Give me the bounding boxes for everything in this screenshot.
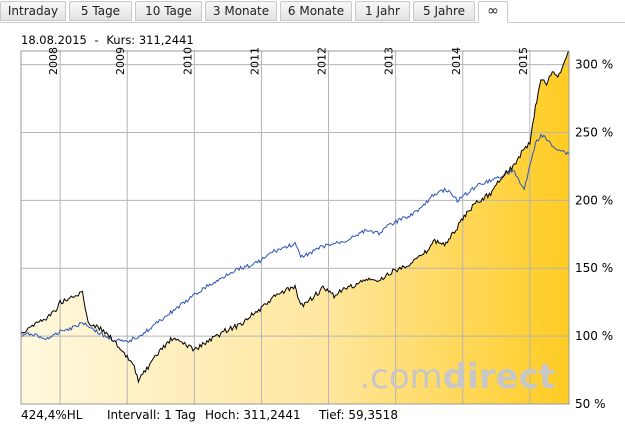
x-tick-label: 2015 xyxy=(517,47,530,75)
info-date: 18.08.2015 xyxy=(21,33,87,47)
watermark-com: com xyxy=(370,357,443,397)
tab-5-jahre[interactable]: 5 Jahre xyxy=(413,1,475,21)
watermark-direct: direct xyxy=(443,357,555,397)
tab-10-tage[interactable]: 10 Tage xyxy=(135,1,202,21)
tab-intraday[interactable]: Intraday xyxy=(0,1,66,21)
price-info: 18.08.2015 - Kurs: 311,2441 xyxy=(21,33,198,47)
x-tick-label: 2011 xyxy=(248,47,261,75)
y-tick-label: 250 % xyxy=(575,125,613,139)
tab-5-tage[interactable]: 5 Tage xyxy=(69,1,132,21)
x-tick-label: 2014 xyxy=(450,47,463,75)
tab-max[interactable]: ∞ xyxy=(478,1,508,23)
x-tick-label: 2008 xyxy=(47,47,60,75)
y-tick-label: 200 % xyxy=(575,193,613,207)
x-tick-label: 2013 xyxy=(383,47,396,75)
y-tick-label: 300 % xyxy=(575,58,613,72)
tab-3-monate[interactable]: 3 Monate xyxy=(205,1,277,21)
main-series-line xyxy=(21,51,569,384)
time-range-tabs: Intraday 5 Tage 10 Tage 3 Monate 6 Monat… xyxy=(0,0,625,23)
x-tick-label: 2012 xyxy=(316,47,329,75)
watermark: .comdirect xyxy=(359,357,555,397)
tab-6-monate[interactable]: 6 Monate xyxy=(280,1,352,21)
footer-performance: 424,4%HL xyxy=(21,408,83,422)
x-tick-label: 2010 xyxy=(181,47,194,75)
y-tick-label: 50 % xyxy=(575,397,606,411)
chart-footer: 424,4%HL Intervall: 1 Tag Hoch: 311,2441… xyxy=(0,404,625,427)
footer-interval: Intervall: 1 Tag xyxy=(107,408,196,422)
watermark-dot: . xyxy=(359,357,370,397)
main-series-area xyxy=(21,51,569,404)
info-separator: - xyxy=(94,33,99,47)
y-tick-label: 150 % xyxy=(575,261,613,275)
x-tick-label: 2009 xyxy=(114,47,127,75)
info-kurs: Kurs: 311,2441 xyxy=(106,33,194,47)
y-tick-label: 100 % xyxy=(575,329,613,343)
tab-1-jahr[interactable]: 1 Jahr xyxy=(355,1,410,21)
footer-low: Tief: 59,3518 xyxy=(319,408,398,422)
plot-border xyxy=(20,50,570,405)
footer-high: Hoch: 311,2441 xyxy=(205,408,301,422)
